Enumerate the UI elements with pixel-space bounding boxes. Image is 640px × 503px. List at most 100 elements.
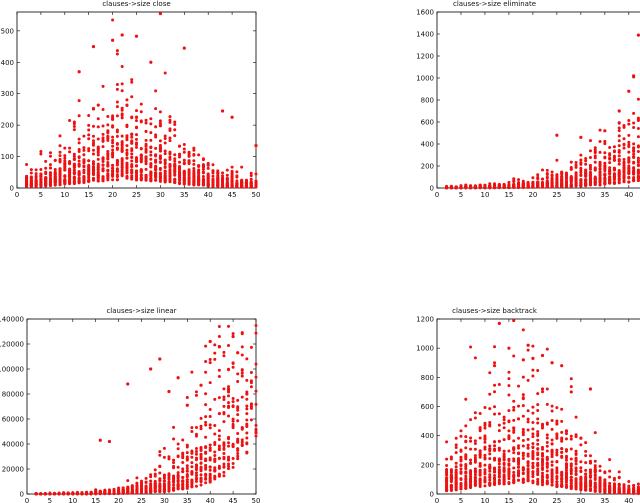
- scatter-point: [125, 162, 129, 166]
- scatter-point: [493, 361, 497, 365]
- scatter-point: [445, 479, 449, 483]
- scatter-point: [115, 147, 119, 151]
- scatter-point: [564, 469, 568, 473]
- scatter-point: [560, 474, 564, 478]
- scatter-point: [149, 131, 153, 135]
- scatter-point: [34, 168, 38, 172]
- scatter-point: [44, 166, 48, 170]
- scatter-point: [569, 467, 573, 471]
- x-tick-label: 10: [60, 191, 69, 199]
- scatter-point: [204, 476, 208, 480]
- scatter-point: [39, 167, 43, 171]
- scatter-point: [158, 179, 162, 183]
- scatter-points: [34, 324, 258, 496]
- scatter-point: [536, 457, 540, 461]
- scatter-point: [502, 452, 506, 456]
- x-tick-label: 35: [600, 191, 609, 199]
- scatter-point: [564, 449, 568, 453]
- scatter-point: [168, 129, 172, 133]
- scatter-point: [154, 165, 158, 169]
- scatter-point: [172, 461, 176, 465]
- scatter-point: [173, 157, 177, 161]
- scatter-point: [231, 365, 235, 369]
- scatter-point: [72, 157, 76, 161]
- scatter-point: [208, 357, 212, 361]
- scatter-point: [459, 477, 463, 481]
- scatter-point: [112, 488, 116, 492]
- scatter-point: [531, 181, 535, 185]
- scatter-point: [512, 457, 516, 461]
- scatter-point: [493, 182, 497, 186]
- scatter-point: [588, 149, 592, 153]
- scatter-point: [125, 103, 129, 107]
- scatter-point: [194, 432, 198, 436]
- scatter-point: [464, 465, 468, 469]
- scatter-point: [130, 159, 134, 163]
- scatter-point: [236, 351, 240, 355]
- scatter-point: [120, 174, 124, 178]
- y-tick-label: 0: [430, 491, 434, 499]
- scatter-point: [632, 169, 636, 173]
- scatter-point: [493, 405, 497, 409]
- scatter-point: [459, 487, 463, 491]
- scatter-point: [227, 406, 231, 410]
- scatter-point: [126, 382, 130, 386]
- scatter-point: [34, 179, 38, 183]
- scatter-point: [636, 171, 640, 175]
- scatter-point: [58, 150, 62, 154]
- scatter-point: [44, 159, 48, 163]
- scatter-point: [194, 473, 198, 477]
- scatter-point: [449, 473, 453, 477]
- scatter-point: [603, 161, 607, 165]
- scatter-point: [221, 184, 225, 188]
- x-tick-label: 25: [137, 497, 146, 503]
- scatter-point: [190, 461, 194, 465]
- scatter-point: [469, 418, 473, 422]
- scatter-point: [445, 472, 449, 476]
- scatter-point: [550, 460, 554, 464]
- scatter-point: [222, 455, 226, 459]
- scatter-point: [464, 476, 468, 480]
- scatter-point: [245, 392, 249, 396]
- scatter-point: [77, 70, 81, 74]
- scatter-point: [517, 469, 521, 473]
- scatter-point: [502, 421, 506, 425]
- scatter-point: [199, 424, 203, 428]
- scatter-point: [564, 437, 568, 441]
- scatter-point: [617, 174, 621, 178]
- scatter-point: [120, 116, 124, 120]
- scatter-point: [117, 486, 121, 490]
- scatter-point: [497, 184, 501, 188]
- scatter-point: [254, 402, 258, 406]
- scatter-point: [240, 182, 244, 186]
- x-tick-label: 25: [132, 191, 141, 199]
- scatter-point: [521, 430, 525, 434]
- scatter-point: [216, 180, 220, 184]
- scatter-point: [48, 154, 52, 158]
- scatter-point: [44, 179, 48, 183]
- scatter-point: [149, 145, 153, 149]
- scatter-point: [632, 146, 636, 150]
- scatter-point: [521, 414, 525, 418]
- scatter-point: [245, 431, 249, 435]
- y-tick-label: 0: [20, 491, 24, 499]
- scatter-point: [222, 420, 226, 424]
- scatter-point: [245, 436, 249, 440]
- scatter-point: [608, 145, 612, 149]
- scatter-point: [222, 447, 226, 451]
- scatter-point: [507, 474, 511, 478]
- scatter-point: [240, 438, 244, 442]
- scatter-point: [627, 89, 631, 93]
- scatter-point: [217, 374, 221, 378]
- scatter-point: [584, 170, 588, 174]
- x-tick-label: 40: [204, 191, 213, 199]
- scatter-point: [91, 124, 95, 128]
- x-tick-label: 5: [48, 497, 52, 503]
- scatter-point: [98, 491, 102, 495]
- scatter-point: [526, 417, 530, 421]
- scatter-point: [135, 133, 138, 137]
- scatter-point: [192, 153, 196, 157]
- scatter-point: [149, 473, 153, 477]
- scatter-point: [135, 115, 138, 119]
